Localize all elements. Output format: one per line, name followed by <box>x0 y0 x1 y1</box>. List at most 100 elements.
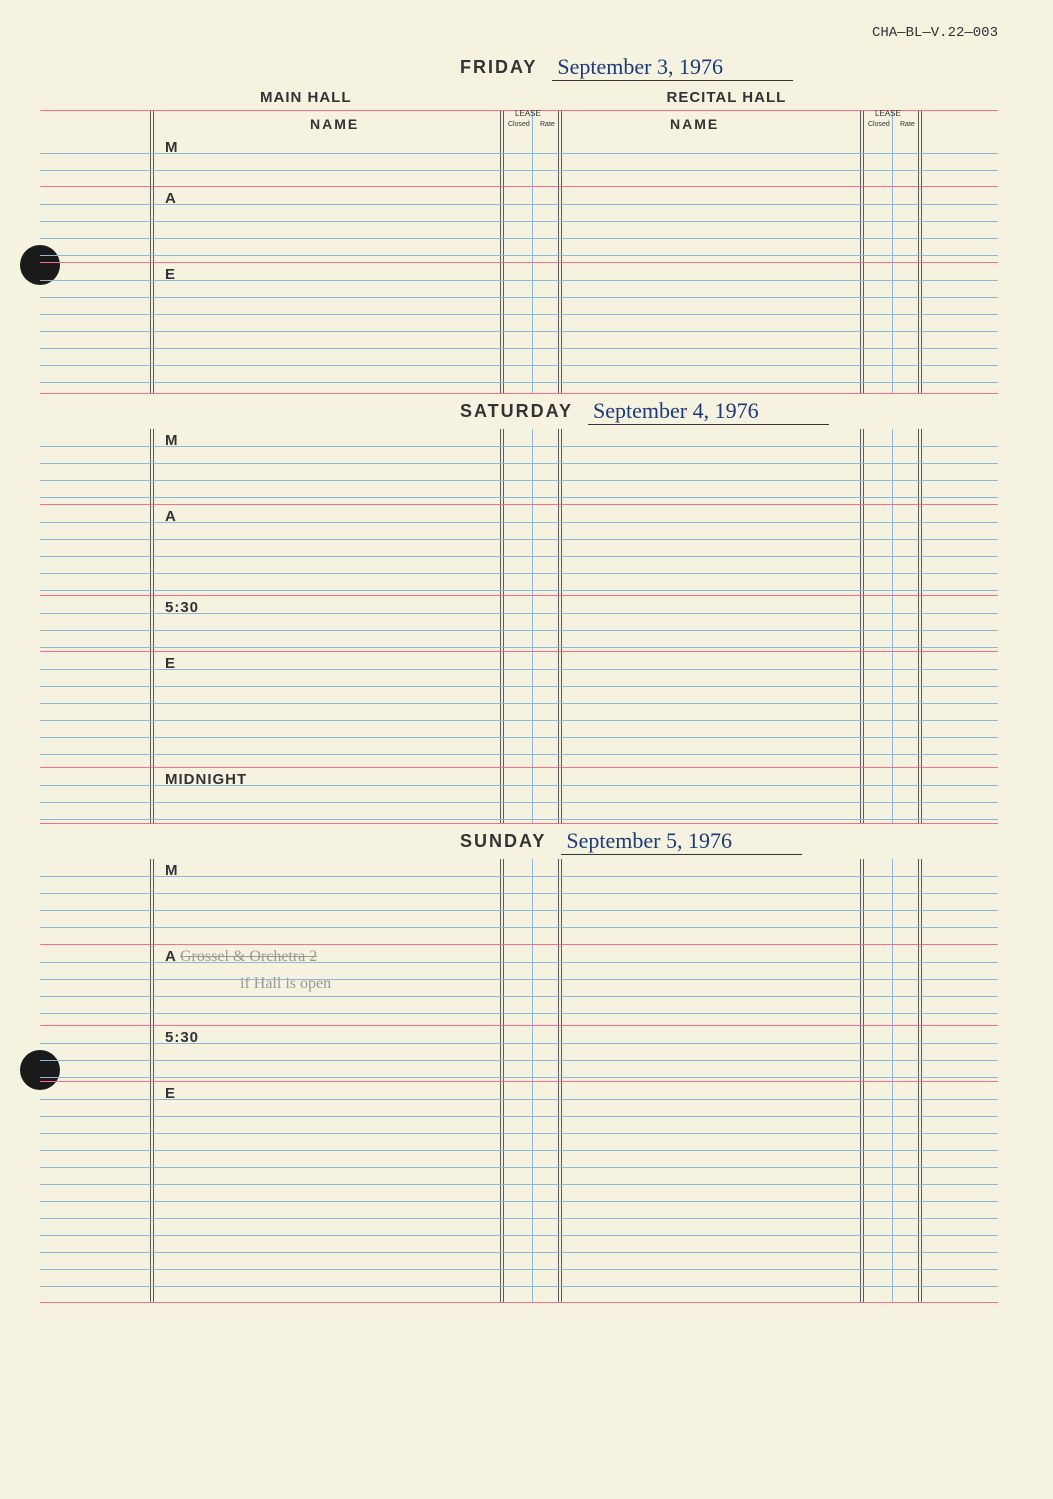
column-divider <box>918 859 919 944</box>
recital-hall-header: RECITAL HALL <box>667 89 787 106</box>
column-divider <box>561 111 562 136</box>
column-divider <box>153 429 154 504</box>
column-divider <box>500 1026 501 1081</box>
closed-label: Closed <box>508 121 530 128</box>
column-divider <box>150 505 151 595</box>
time-slot: 5:30 <box>40 1026 998 1082</box>
time-label: 5:30 <box>165 599 199 616</box>
time-label: E <box>165 1085 176 1102</box>
column-divider <box>863 505 864 595</box>
time-slot: E <box>40 263 998 394</box>
time-slot: M <box>40 859 998 945</box>
ruled-line <box>40 1201 998 1202</box>
column-divider <box>921 596 922 651</box>
time-slot: M <box>40 136 998 187</box>
closed-label: Closed <box>868 121 890 128</box>
column-divider <box>558 187 559 262</box>
ruled-line <box>40 314 998 315</box>
ruled-line <box>40 893 998 894</box>
archive-label: CHA—BL—V.22—003 <box>872 25 998 41</box>
column-divider <box>892 136 893 186</box>
day-name: SATURDAY <box>460 401 573 422</box>
column-divider <box>860 1026 861 1081</box>
column-divider <box>921 429 922 504</box>
column-divider <box>153 768 154 823</box>
column-divider <box>863 768 864 823</box>
time-label: E <box>165 655 176 672</box>
time-label: M <box>165 432 179 449</box>
ruled-line <box>40 927 998 928</box>
column-divider <box>153 1026 154 1081</box>
ruled-line <box>40 910 998 911</box>
ruled-line <box>40 1116 998 1117</box>
ledger-page: CHA—BL—V.22—003 FRIDAYSeptember 3, 1976 M… <box>0 0 1053 1499</box>
column-divider <box>153 187 154 262</box>
column-divider <box>500 596 501 651</box>
column-divider <box>503 187 504 262</box>
column-divider <box>500 859 501 944</box>
column-divider <box>860 429 861 504</box>
column-divider <box>860 596 861 651</box>
time-label: MIDNIGHT <box>165 771 247 788</box>
schedule-body: MAGrossel & Orchetra 2if Hall is open5:3… <box>40 859 998 1303</box>
column-divider <box>918 136 919 186</box>
day-header: FRIDAYSeptember 3, 1976 <box>40 50 998 85</box>
lease-label: LEASE <box>515 109 541 118</box>
column-divider <box>863 263 864 393</box>
time-slot: E <box>40 652 998 768</box>
column-divider <box>918 429 919 504</box>
ruled-line <box>40 522 998 523</box>
column-divider <box>561 136 562 186</box>
column-divider <box>863 187 864 262</box>
day-section: SUNDAYSeptember 5, 1976MAGrossel & Orche… <box>40 824 998 1303</box>
column-divider <box>503 1026 504 1081</box>
ruled-line <box>40 382 998 383</box>
column-divider <box>561 263 562 393</box>
ruled-line <box>40 1184 998 1185</box>
day-header: SATURDAYSeptember 4, 1976 <box>40 394 998 429</box>
schedule-body: MAE <box>40 136 998 394</box>
day-date: September 3, 1976 <box>552 54 793 81</box>
ruled-line <box>40 365 998 366</box>
column-divider <box>558 505 559 595</box>
ruled-line <box>40 1060 998 1061</box>
column-divider <box>153 136 154 186</box>
column-divider <box>863 596 864 651</box>
column-divider <box>500 429 501 504</box>
ruled-line <box>40 647 998 648</box>
column-divider <box>558 111 559 136</box>
column-divider <box>558 859 559 944</box>
name-header-recital: NAME <box>670 116 719 132</box>
column-divider <box>863 136 864 186</box>
column-divider <box>863 859 864 944</box>
column-divider <box>500 136 501 186</box>
column-divider <box>892 429 893 504</box>
column-divider <box>153 596 154 651</box>
ruled-line <box>40 238 998 239</box>
ruled-line <box>40 446 998 447</box>
column-divider <box>918 187 919 262</box>
column-divider <box>860 187 861 262</box>
column-divider <box>503 859 504 944</box>
column-divider <box>558 596 559 651</box>
column-divider <box>558 1026 559 1081</box>
column-divider <box>150 429 151 504</box>
ruled-line <box>40 573 998 574</box>
time-label: 5:30 <box>165 1029 199 1046</box>
column-divider <box>500 263 501 393</box>
column-divider <box>150 768 151 823</box>
column-divider <box>892 596 893 651</box>
column-divider <box>892 768 893 823</box>
column-divider <box>860 263 861 393</box>
column-divider <box>500 505 501 595</box>
column-divider <box>921 1026 922 1081</box>
time-slot: A <box>40 505 998 596</box>
ruled-line <box>40 1235 998 1236</box>
column-divider <box>918 263 919 393</box>
ruled-line <box>40 1099 998 1100</box>
time-slot: 5:30 <box>40 596 998 652</box>
column-divider <box>860 859 861 944</box>
column-divider <box>532 187 533 262</box>
column-divider <box>503 263 504 393</box>
handwritten-note: Grossel & Orchetra 2 <box>180 948 317 966</box>
